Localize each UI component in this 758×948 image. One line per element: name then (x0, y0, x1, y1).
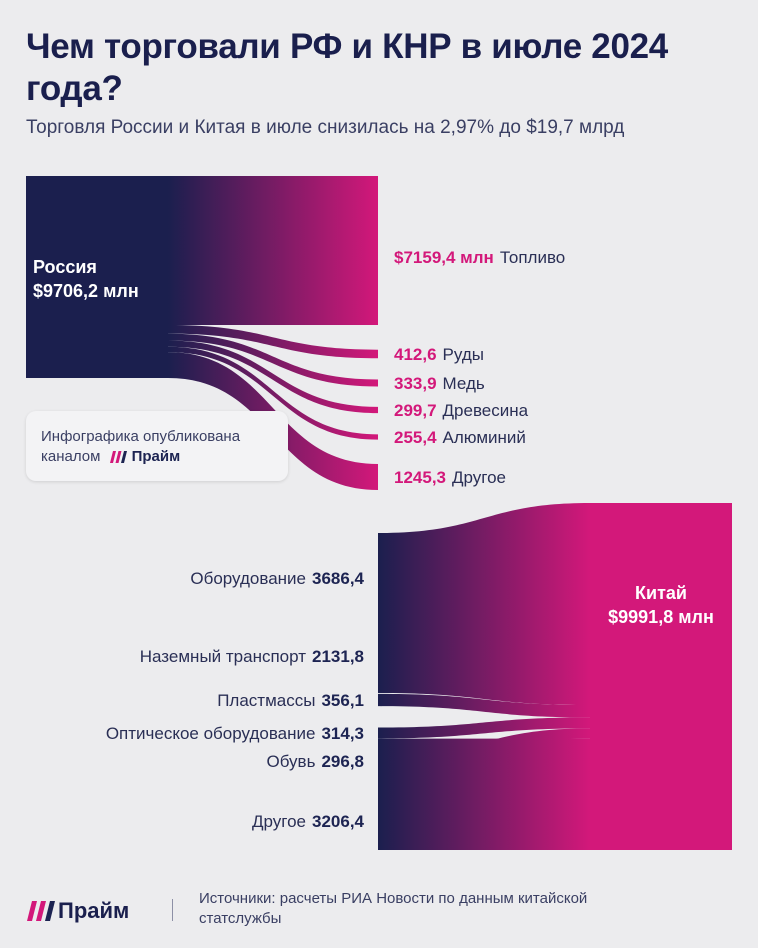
russia-node-total: $9706,2 млн (33, 281, 139, 301)
flow-china-оптическое-оборудование (378, 717, 590, 739)
china-category-label: Наземный транспорт (140, 647, 306, 666)
china-value-label: 314,3 (321, 724, 364, 743)
russia-flows (26, 176, 378, 490)
russia-category-label: Алюминий (443, 428, 526, 447)
publication-badge[interactable]: Инфографика опубликована каналом Прайм (26, 411, 288, 481)
node-china (590, 503, 732, 850)
footer-brand: Прайм (58, 898, 130, 923)
russia-category-label: Руды (443, 345, 484, 364)
flow-china-наземный-транспорт (378, 618, 590, 706)
prime-logo-icon (27, 901, 55, 921)
china-category-label: Другое (252, 812, 306, 831)
footer-source: Источники: расчеты РИА Новости по данным… (199, 890, 588, 927)
badge-line1: Инфографика опубликована (41, 428, 241, 445)
node-russia (26, 176, 168, 378)
footer-logo: Прайм (26, 898, 129, 924)
russia-value-label: 299,7 (394, 401, 437, 420)
china-category-label: Оборудование (190, 569, 306, 588)
china-category-label: Пластмассы (217, 691, 315, 710)
russia-value-label: 412,6 (394, 345, 437, 364)
russia-node-name: Россия (33, 257, 97, 277)
china-value-label: 2131,8 (312, 647, 364, 666)
china-value-label: 296,8 (321, 752, 364, 771)
flow-russia-алюминий (168, 346, 378, 440)
russia-category-label: Топливо (500, 248, 565, 267)
china-category-label: Обувь (266, 752, 315, 771)
china-value-label: 3686,4 (312, 569, 365, 588)
russia-value-label: 1245,3 (394, 468, 446, 487)
sankey-chart: $7159,4 млн Топливо 412,6 Руды 333,9 Медь 299,… (26, 176, 732, 850)
chart-title: Чем торговали РФ и КНР в июле 2024 года? (26, 27, 668, 108)
flow-labels: $7159,4 млн Топливо 412,6 Руды 333,9 Медь 299,… (33, 248, 714, 831)
prime-logo-icon (109, 451, 127, 463)
russia-value-label: $7159,4 млн (394, 248, 494, 267)
china-value-label: 356,1 (321, 691, 364, 710)
flow-russia-руды (168, 324, 378, 359)
flow-china-пластмассы (378, 693, 590, 718)
china-value-label: 3206,4 (312, 812, 365, 831)
flow-russia-древесина (168, 340, 378, 414)
russia-category-label: Другое (452, 468, 506, 487)
footer-divider (172, 899, 173, 921)
badge-line2-row: каналом Прайм (41, 447, 274, 467)
russia-category-label: Медь (443, 374, 485, 393)
badge-brand: Прайм (131, 448, 181, 465)
china-flows (378, 503, 732, 850)
russia-value-label: 255,4 (394, 428, 437, 447)
flow-russia-медь (168, 333, 378, 387)
chart-subtitle: Торговля России и Китая в июле снизилась… (26, 117, 625, 138)
china-node-total: $9991,8 млн (608, 607, 714, 627)
flow-china-другое (378, 738, 590, 850)
china-node-name: Китай (635, 583, 687, 603)
russia-category-label: Древесина (443, 401, 529, 420)
flow-russia-топливо (168, 176, 378, 325)
china-category-label: Оптическое оборудование (106, 724, 316, 743)
russia-value-label: 333,9 (394, 374, 437, 393)
badge-line2: каналом (41, 448, 101, 465)
